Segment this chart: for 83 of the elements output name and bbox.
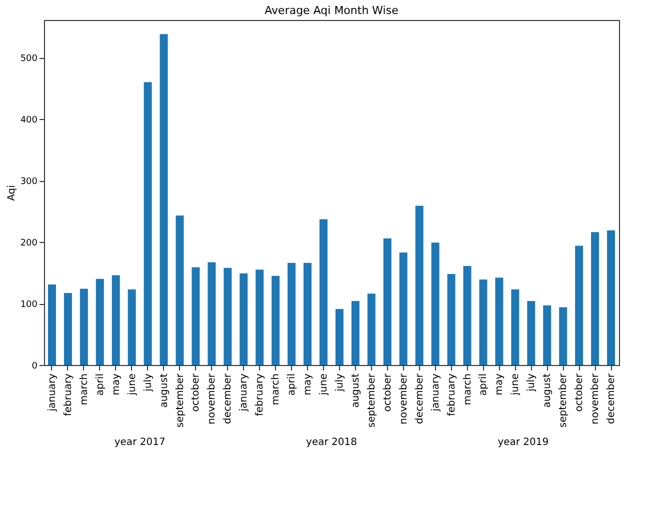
bar <box>176 216 184 365</box>
bar <box>288 262 296 365</box>
x-tick-label: may <box>494 373 506 396</box>
x-tick-label: april <box>286 374 298 396</box>
bar <box>160 34 168 365</box>
bar <box>559 307 568 365</box>
x-tick-label: february <box>446 373 458 416</box>
x-tick-label: july <box>142 373 154 392</box>
x-tick-label: february <box>62 373 74 416</box>
y-tick-label: 400 <box>20 116 38 126</box>
x-tick-label: october <box>190 372 202 412</box>
bar <box>224 268 232 365</box>
bar <box>320 219 328 365</box>
bar <box>367 294 376 365</box>
bar <box>256 270 264 365</box>
x-tick-label: january <box>238 373 250 412</box>
x-tick-label: august <box>542 373 554 408</box>
bar <box>495 278 504 365</box>
x-tick-label: october <box>574 372 586 412</box>
x-tick-label: september <box>558 372 570 428</box>
bar <box>527 301 536 365</box>
bar <box>240 273 248 365</box>
x-tick-label: march <box>462 374 474 406</box>
bar <box>208 262 216 365</box>
bar <box>351 301 360 365</box>
x-tick-label: june <box>510 374 522 396</box>
bar <box>431 242 440 365</box>
x-tick-label: july <box>526 373 538 392</box>
bar <box>575 246 584 365</box>
text: year 2018 <box>306 437 357 448</box>
x-tick-label: august <box>158 373 170 408</box>
bar <box>463 266 472 365</box>
text: year 2017 <box>114 437 166 448</box>
x-tick-label: january <box>46 373 58 412</box>
bar <box>128 289 136 365</box>
x-tick-label: july <box>334 373 346 392</box>
bar <box>447 274 456 365</box>
x-tick-label: september <box>366 372 378 428</box>
x-tick-label: june <box>126 374 138 396</box>
bar <box>511 289 520 365</box>
bar <box>479 280 488 365</box>
bar <box>543 305 552 365</box>
y-tick-label: 500 <box>20 54 38 64</box>
x-tick-label: november <box>206 372 218 424</box>
bar <box>80 288 88 365</box>
x-tick-label: april <box>94 374 106 396</box>
bar <box>64 293 72 365</box>
bar <box>112 275 120 365</box>
bar <box>192 267 200 365</box>
x-tick-label: november <box>398 372 410 424</box>
x-tick-label: april <box>478 374 490 396</box>
x-tick-label: december <box>222 372 234 424</box>
bar <box>304 262 312 365</box>
x-tick-label: may <box>110 373 122 396</box>
x-tick-label: march <box>270 374 282 406</box>
y-tick-label: 0 <box>32 362 38 372</box>
x-tick-label: february <box>254 373 266 416</box>
x-tick-label: january <box>430 373 442 412</box>
chart-title: Average Aqi Month Wise <box>264 4 399 17</box>
bar <box>591 232 600 365</box>
x-tick-label: august <box>350 373 362 408</box>
y-tick-label: 200 <box>20 238 38 249</box>
bar <box>383 238 392 365</box>
bar <box>272 276 280 365</box>
x-tick-label: december <box>606 372 618 424</box>
x-tick-label: december <box>414 372 426 424</box>
x-tick-label: october <box>382 372 394 412</box>
bar <box>399 252 408 365</box>
y-axis-title: Aqi <box>6 185 18 201</box>
x-tick-label: september <box>174 372 186 428</box>
x-tick-label: june <box>318 374 330 396</box>
bar <box>48 284 56 365</box>
bar <box>335 309 344 365</box>
bar <box>607 230 616 365</box>
x-tick-label: may <box>302 373 314 396</box>
bar <box>415 206 424 365</box>
text: year 2019 <box>498 437 549 448</box>
x-tick-label: november <box>590 372 602 424</box>
y-tick-label: 300 <box>20 177 38 188</box>
y-tick-label: 100 <box>20 300 38 310</box>
x-tick-label: march <box>78 374 90 406</box>
bar <box>144 82 152 365</box>
bar <box>96 278 104 365</box>
